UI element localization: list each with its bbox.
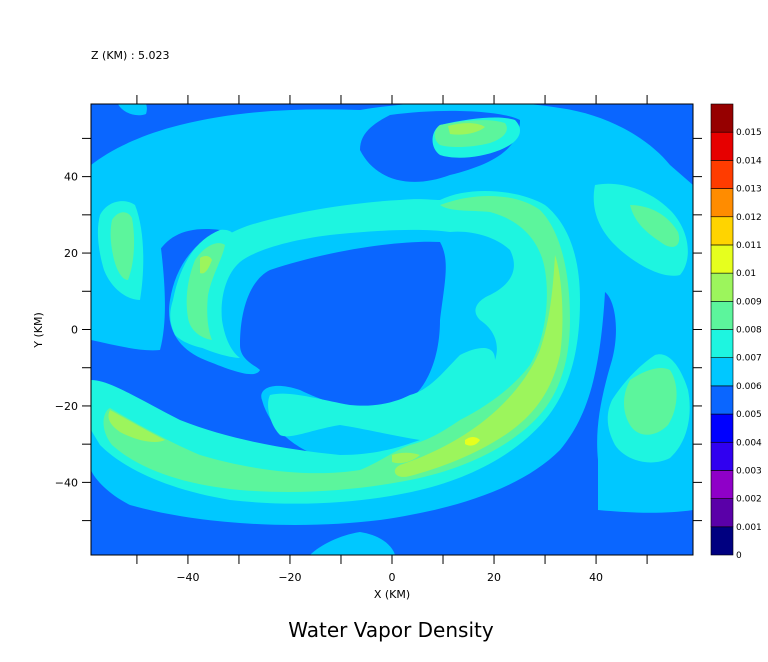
colorbar-label-15: 0.015 [736, 128, 762, 138]
x-axis-label: X (KM) [374, 588, 410, 601]
colorbar-swatch-0.01 [710, 244, 734, 274]
contour-level-0.01 [465, 437, 480, 446]
colorbar-swatch-0.002 [710, 470, 734, 499]
colorbar-swatch-0.015 [710, 103, 734, 133]
colorbar-label-6: 0.006 [736, 382, 762, 392]
contour-region-north-corner [118, 104, 147, 116]
colorbar-swatch-0.004 [710, 413, 734, 443]
colorbar-swatch-0.005 [710, 385, 734, 415]
colorbar-label-13: 0.013 [736, 185, 762, 195]
colorbar-label-8: 0.008 [736, 326, 762, 336]
colorbar-label-2: 0.002 [736, 495, 762, 505]
colorbar-swatch-0.009 [710, 272, 734, 302]
x-tick-label-1: −20 [278, 571, 301, 584]
colorbar-label-14: 0.014 [736, 156, 762, 166]
y-axis-label: Y (KM) [32, 312, 45, 349]
colorbar-swatch-0.006 [710, 357, 734, 387]
colorbar-swatch-0.012 [710, 188, 734, 218]
x-tick-labels: −40 −20 0 20 40 [176, 571, 603, 584]
colorbar-swatch-0.007 [710, 329, 734, 358]
contour-region-max-spot [465, 437, 480, 446]
x-tick-label-3: 20 [487, 571, 501, 584]
colorbar-swatch-0.001 [710, 498, 734, 528]
colorbar-swatch-0 [710, 526, 734, 556]
colorbar-swatch-0.014 [710, 131, 734, 161]
contour-level-0.009 [108, 123, 563, 477]
colorbar-label-7: 0.007 [736, 354, 762, 364]
y-tick-label-1: −20 [55, 400, 78, 413]
y-tick-label-4: 40 [64, 171, 78, 184]
colorbar-label-5: 0.005 [736, 410, 762, 420]
axis-ticks [82, 95, 702, 564]
colorbar-label-12: 0.012 [736, 213, 762, 223]
colorbar-label-1: 0.001 [736, 523, 762, 533]
colorbar-swatch-0.011 [710, 216, 734, 246]
x-tick-label-2: 0 [389, 571, 396, 584]
colorbar: 0 0.001 0.002 0.003 0.004 0.005 0.006 0.007 0.00… [710, 103, 762, 561]
chart-title: Water Vapor Density [288, 618, 494, 642]
colorbar-swatch-0.008 [710, 301, 734, 330]
colorbar-label-0: 0 [736, 551, 742, 561]
y-tick-label-3: 20 [64, 247, 78, 260]
y-tick-label-0: −40 [55, 476, 78, 489]
level-label: Z (KM) : 5.023 [91, 49, 170, 62]
colorbar-label-10: 0.01 [736, 269, 756, 279]
colorbar-label-3: 0.003 [736, 466, 762, 476]
colorbar-swatch-0.003 [710, 441, 734, 471]
y-tick-labels: −40 −20 0 20 40 [55, 171, 78, 490]
colorbar-label-9: 0.009 [736, 297, 762, 307]
colorbar-swatch-0.013 [710, 160, 734, 189]
colorbar-label-11: 0.011 [736, 241, 762, 251]
colorbar-label-4: 0.004 [736, 438, 762, 448]
contour-region-arc-core [108, 123, 563, 477]
y-tick-label-2: 0 [71, 324, 78, 337]
contour-region-south-cell [310, 532, 395, 555]
x-tick-label-0: −40 [176, 571, 199, 584]
x-tick-label-4: 40 [589, 571, 603, 584]
contour-plot-area [91, 104, 693, 555]
